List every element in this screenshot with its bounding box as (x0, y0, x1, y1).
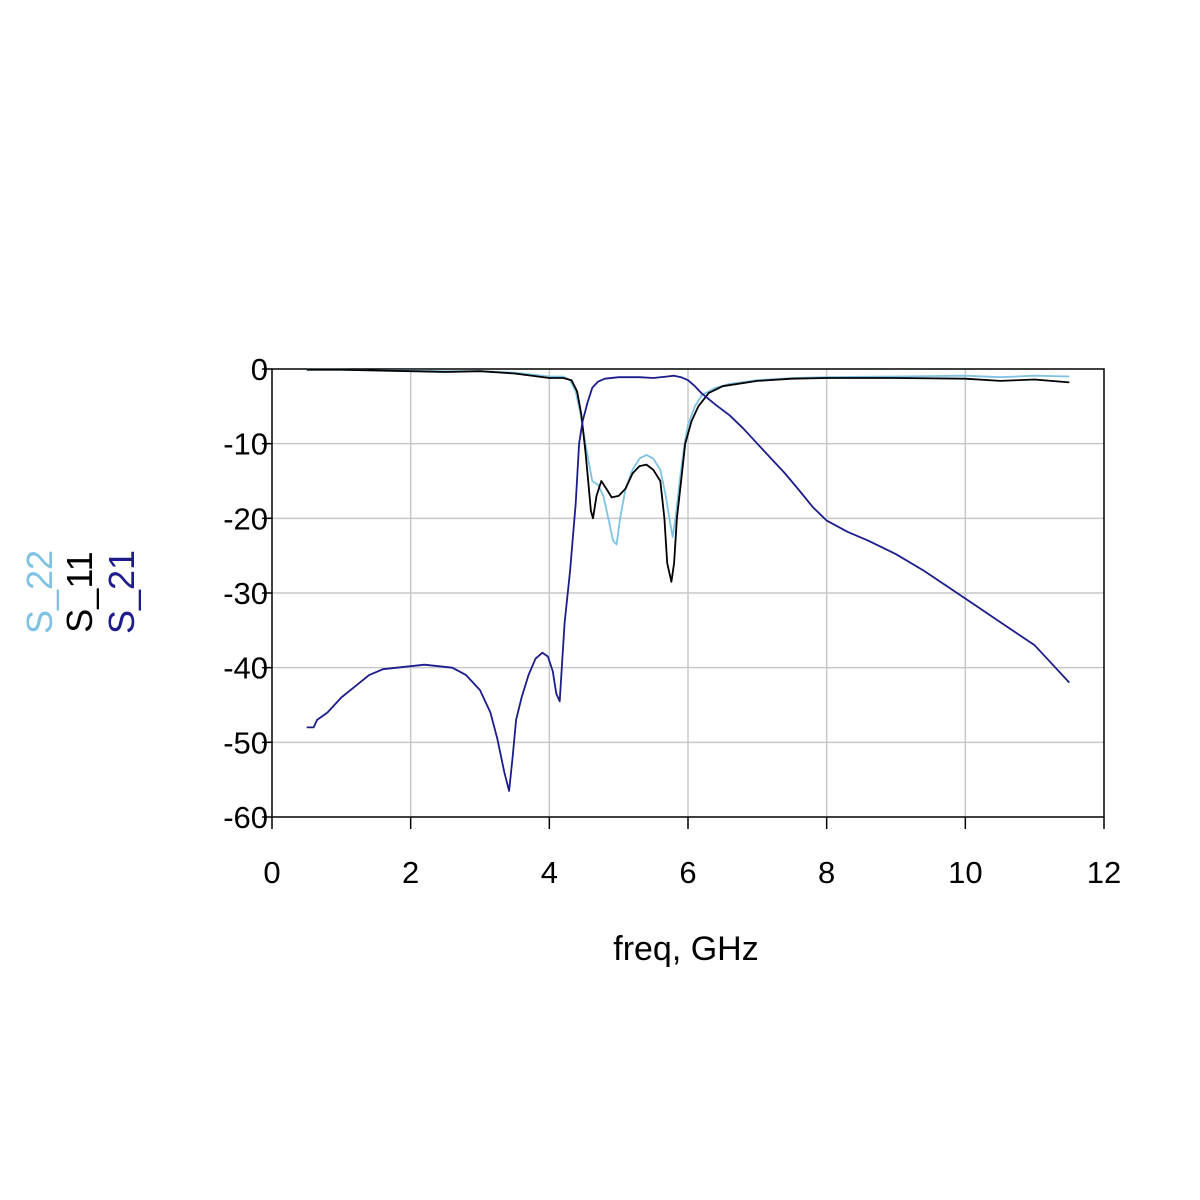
axis-ticks: 0 2 4 6 8 10 12 0 -10 -20 -30 -40 -50 -60 (223, 352, 1121, 890)
x-tick-label: 10 (948, 855, 982, 890)
y-tick-label: -40 (223, 651, 268, 686)
y-tick-label: -30 (223, 576, 268, 611)
legend-label-s-11: S_11 (59, 551, 100, 632)
x-tick-label: 8 (818, 855, 835, 890)
y-tick-label: -10 (223, 427, 268, 462)
legend: S_22 S_11 S_21 (19, 550, 142, 634)
x-tick-label: 6 (679, 855, 696, 890)
x-tick-label: 12 (1087, 855, 1121, 890)
y-tick-label: -50 (223, 725, 268, 760)
y-tick-label: -20 (223, 501, 268, 536)
grid (272, 369, 1104, 817)
y-tick-label: 0 (251, 352, 268, 387)
x-axis-label: freq, GHz (613, 930, 758, 968)
series-line-s-22 (306, 368, 1070, 546)
series-lines (306, 368, 1070, 792)
x-tick-label: 0 (263, 855, 280, 890)
legend-label-s-21: S_21 (101, 550, 142, 634)
x-tick-label: 2 (402, 855, 419, 890)
series-line-s-21 (306, 374, 1070, 792)
series-line-s-11 (306, 368, 1070, 583)
y-tick-label: -60 (223, 800, 268, 835)
x-tick-label: 4 (541, 855, 558, 890)
legend-label-s-22: S_22 (19, 550, 60, 634)
